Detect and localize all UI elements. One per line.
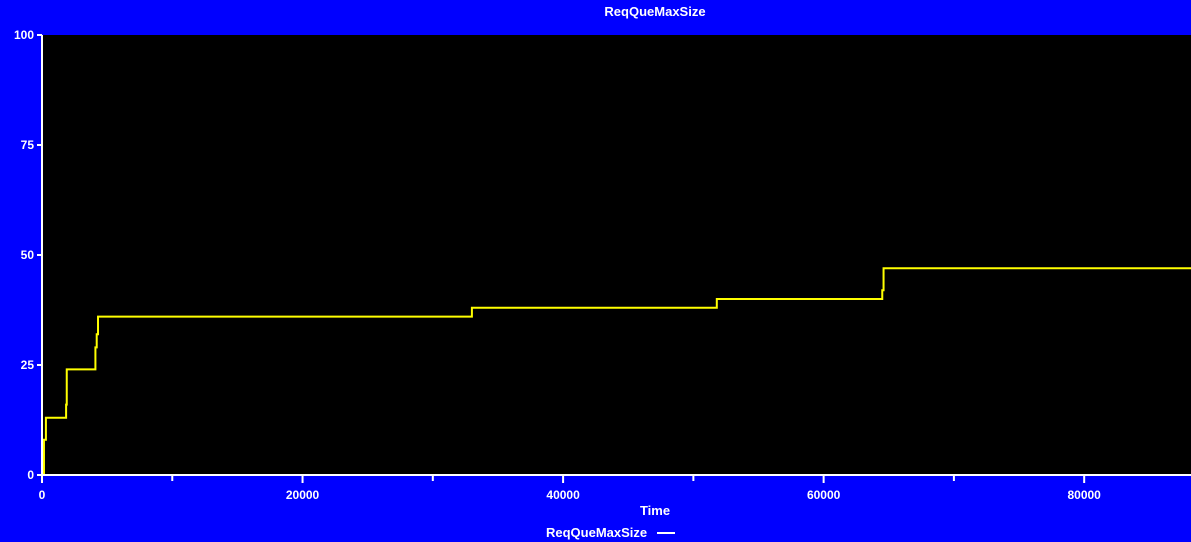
chart-title: ReqQueMaxSize	[604, 4, 706, 19]
y-tick-label: 100	[14, 28, 34, 42]
legend-label: ReqQueMaxSize	[546, 525, 648, 540]
plot-area	[42, 35, 1191, 475]
x-tick-label: 80000	[1067, 488, 1101, 502]
x-tick-label: 0	[39, 488, 46, 502]
series-line	[42, 267, 1191, 476]
y-tick-label: 25	[21, 358, 35, 372]
x-tick-label: 60000	[807, 488, 841, 502]
legend: ReqQueMaxSize	[546, 525, 676, 540]
x-axis-label: Time	[639, 503, 671, 518]
series-group	[42, 267, 1191, 476]
x-tick-label: 40000	[546, 488, 580, 502]
axes-group: 0 25 50 75 100 0 20000 40000 60000 80000	[14, 28, 1191, 502]
legend-swatch	[657, 531, 676, 534]
y-tick-label: 0	[27, 468, 34, 482]
y-tick-label: 75	[21, 138, 35, 152]
x-tick-label: 20000	[286, 488, 320, 502]
y-tick-label: 50	[21, 248, 35, 262]
